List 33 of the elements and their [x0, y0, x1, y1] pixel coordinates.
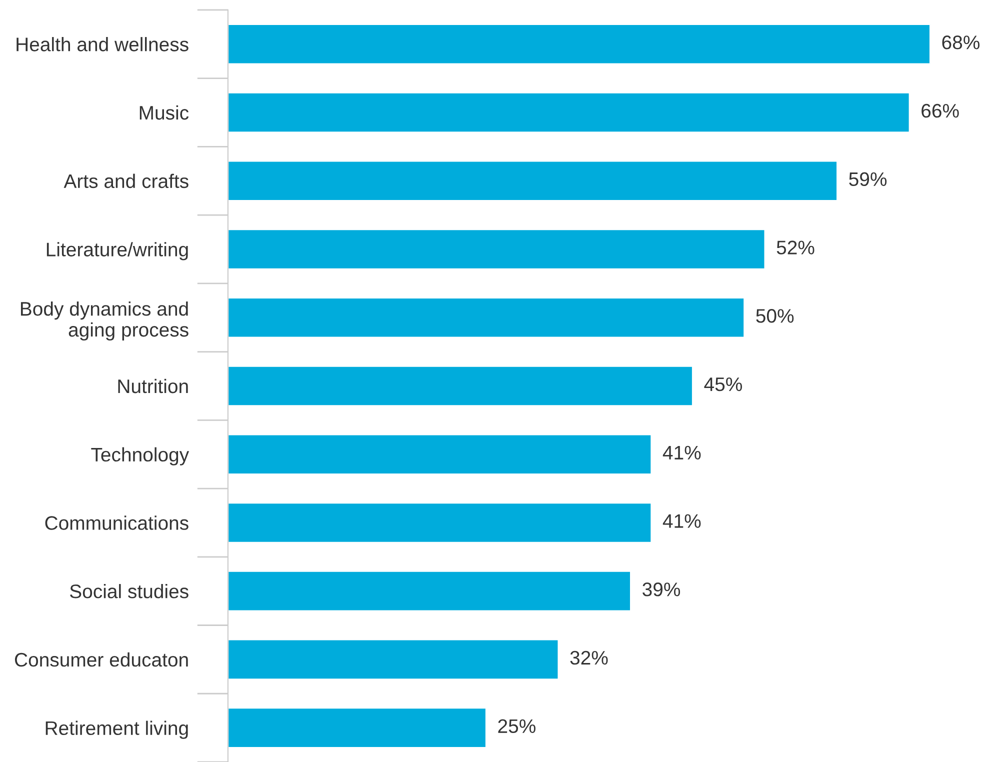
y-tick-label: Music	[140, 105, 189, 120]
bar	[228, 638, 560, 680]
bar	[228, 92, 910, 133]
data-label: 39%	[642, 582, 680, 596]
bar	[228, 297, 745, 338]
bar	[228, 707, 487, 748]
y-tick-label: Health and wellness	[16, 37, 188, 52]
data-label: 68%	[942, 36, 980, 50]
data-label: 45%	[704, 377, 742, 392]
bar	[228, 365, 694, 406]
data-label: 25%	[498, 719, 536, 734]
y-tick-label: Nutrition	[118, 378, 188, 394]
bar	[228, 570, 632, 612]
data-label: 52%	[776, 240, 814, 254]
y-tick-label: Body dynamics and aging process	[20, 301, 188, 341]
data-label: 32%	[570, 650, 608, 665]
data-label: 41%	[662, 514, 701, 528]
y-tick-label: Consumer educaton	[14, 652, 188, 667]
y-tick-label: Arts and crafts	[64, 174, 188, 188]
bar	[228, 160, 838, 202]
y-tick-label: Technology	[91, 447, 190, 466]
y-tick-label: Communications	[45, 516, 188, 530]
bar	[228, 228, 766, 270]
data-label: 41%	[662, 446, 701, 460]
y-tick-label: Literature/writing	[46, 242, 188, 260]
data-label: 66%	[922, 104, 959, 118]
bar	[228, 24, 930, 65]
data-label: 50%	[756, 309, 794, 323]
data-label: 59%	[849, 172, 887, 186]
bar	[228, 502, 652, 544]
y-tick-label: Retirement living	[46, 720, 188, 739]
y-tick-label: Social studies	[70, 584, 188, 598]
bar	[228, 434, 652, 475]
